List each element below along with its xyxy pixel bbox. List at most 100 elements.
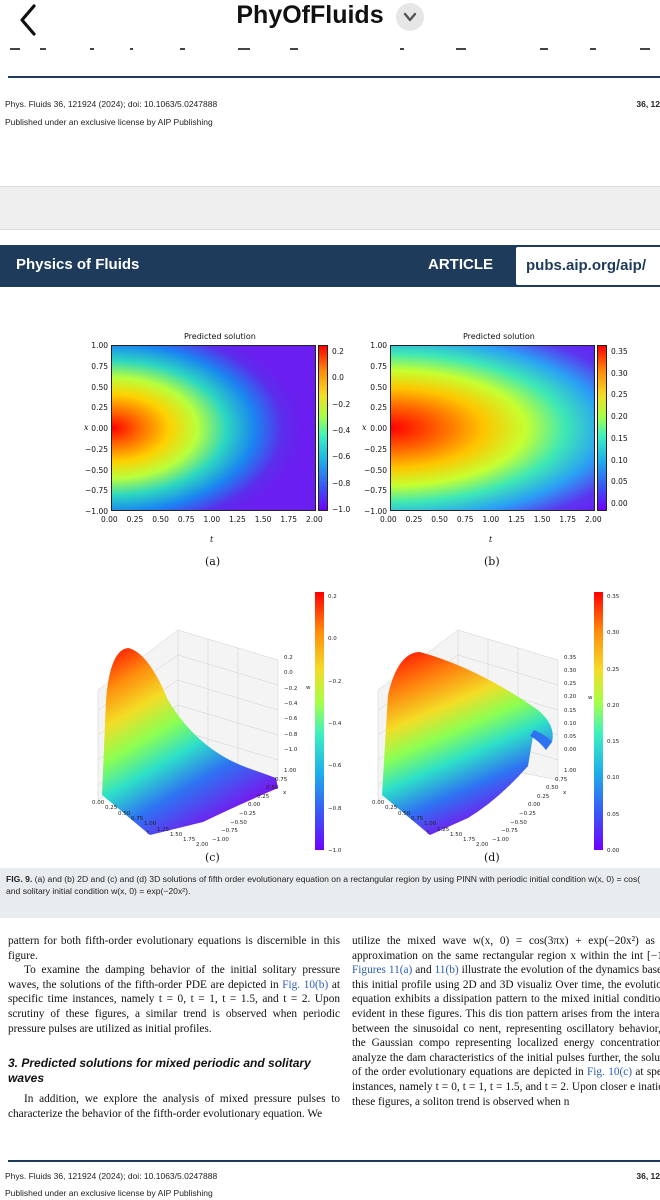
t-tick-label: 1.00	[144, 821, 157, 828]
z-tick-label: −0.2	[284, 685, 298, 692]
section-heading: 3. Predicted solutions for mixed periodi…	[8, 1056, 311, 1086]
z-tick-label: 0.2	[284, 655, 293, 661]
y-tick-label: −0.25	[364, 444, 387, 454]
x-tick-label: 0.25	[126, 515, 144, 524]
cbar-tick-label: −0.2	[328, 678, 342, 685]
page-number: 36, 12	[636, 99, 660, 109]
surface-plot-d	[377, 629, 559, 835]
colorbar-b	[597, 345, 607, 511]
caption-line-2: and solitary initial condition w(x, 0) =…	[6, 886, 191, 896]
cbar-tick-label: 0.15	[611, 433, 628, 443]
t-axis-label-d: t	[427, 830, 430, 836]
surface-plot-c	[97, 629, 279, 835]
paragraph: pattern for both fifth-order evolutionar…	[8, 935, 340, 962]
y-tick-label: 0.50	[370, 382, 387, 392]
nav-title: PhyOfFluids	[236, 1, 384, 29]
figure-link[interactable]: 11(b)	[434, 964, 459, 977]
right-text-column: utilize the mixed wave w(x, 0) = cos(3πx…	[352, 934, 660, 1109]
cbar-tick-label: −0.2	[332, 399, 351, 409]
journal-url[interactable]: pubs.aip.org/aip/	[526, 257, 647, 274]
x-tick-label: 2.00	[585, 515, 602, 524]
page-gap	[0, 186, 660, 230]
cbar-tick-label: 0.0	[332, 373, 344, 383]
z-axis-label-d: w	[588, 695, 593, 701]
journal-header: Physics of Fluids ARTICLE pubs.aip.org/a…	[0, 245, 660, 287]
caption-text: (a) and (b) 2D and (c) and (d) 3D soluti…	[32, 874, 641, 884]
x-tick-label: 1.25	[229, 515, 246, 524]
x-axis-label-b: t	[489, 535, 493, 544]
cbar-tick-label: 0.05	[611, 477, 628, 487]
cbar-tick-label: −0.4	[332, 426, 351, 435]
z-tick-label: 0.05	[564, 733, 577, 740]
panel-b-label: (b)	[484, 555, 500, 568]
z-tick-label: −0.6	[284, 716, 298, 723]
t-axis-label-c: t	[147, 830, 150, 836]
z-tick-label: 0.15	[564, 707, 577, 714]
x-tick-label: −0.50	[510, 819, 527, 826]
x-axis-label-d: x	[563, 790, 567, 796]
x-tick-label: 0.50	[431, 515, 448, 524]
cbar-tick-label: 0.35	[611, 347, 628, 356]
cbar-tick-label: −0.6	[328, 763, 342, 770]
heatmap-b	[390, 345, 595, 511]
x-tick-label: 0.50	[546, 785, 559, 792]
cbar-tick-label: −1.0	[332, 505, 351, 514]
title-dropdown-button[interactable]	[396, 3, 424, 31]
x-axis-label-c: x	[283, 790, 287, 796]
figure-link[interactable]: Fig. 10(c)	[586, 1066, 633, 1079]
cbar-tick-label: −0.8	[332, 478, 351, 488]
cbar-tick-label: 0.20	[611, 412, 628, 422]
t-tick-label: 2.00	[476, 842, 489, 849]
cbar-tick-label: 0.25	[607, 666, 620, 673]
back-button[interactable]	[14, 2, 44, 38]
x-tick-label: 0.00	[528, 802, 541, 809]
t-tick-label: 1.50	[170, 831, 183, 838]
x-axis-label-a: t	[210, 535, 214, 544]
z-tick-label: −0.8	[284, 731, 298, 738]
figure-link[interactable]: Fig. 10(b)	[282, 978, 329, 991]
article-type-label: ARTICLE	[428, 256, 493, 273]
bottom-rule	[8, 1160, 660, 1162]
page-number-bottom: 36, 12	[636, 1171, 660, 1181]
t-tick-label: 0.75	[411, 815, 424, 822]
citation-line: Phys. Fluids 36, 121924 (2024); doi: 10.…	[5, 99, 218, 109]
y-tick-label: −0.50	[85, 465, 108, 475]
y-tick-label: −0.75	[85, 486, 108, 496]
cbar-tick-label: 0.0	[328, 636, 337, 643]
x-tick-label: 1.75	[280, 515, 298, 524]
cbar-tick-label: 0.20	[607, 702, 620, 709]
x-tick-label: 1.25	[508, 515, 525, 524]
y-axis-label-a: x	[84, 423, 89, 432]
cbar-tick-label: 0.15	[607, 739, 620, 746]
t-tick-label: 1.75	[183, 837, 196, 844]
license-line: Published under an exclusive license by …	[5, 117, 213, 127]
cbar-tick-label: 0.25	[611, 390, 628, 400]
y-tick-label: 0.75	[91, 361, 108, 371]
x-tick-label: 0.25	[257, 793, 270, 800]
x-tick-label: 1.75	[559, 515, 577, 524]
z-tick-label: −1.0	[284, 747, 298, 753]
y-tick-label: −0.75	[364, 486, 387, 496]
journal-url-box[interactable]: pubs.aip.org/aip/	[516, 247, 660, 285]
y-axis-label-b: x	[362, 423, 367, 432]
figure-link[interactable]: Figures 11(a)	[352, 964, 413, 977]
t-tick-label: 0.75	[131, 815, 144, 822]
chevron-left-icon	[20, 4, 36, 36]
x-tick-label: −1.00	[212, 836, 229, 843]
y-tick-label: 0.50	[91, 382, 108, 392]
cbar-tick-label: 0.05	[607, 811, 620, 818]
panel-a-title: Predicted solution	[184, 332, 256, 341]
panel-d-label: (d)	[484, 851, 500, 864]
chevron-down-icon	[403, 12, 417, 22]
y-tick-label: 0.00	[91, 424, 108, 433]
x-tick-label: 0.75	[177, 515, 195, 524]
x-tick-label: 1.00	[482, 515, 500, 524]
y-tick-label: −1.00	[364, 507, 387, 516]
cbar-tick-label: −0.4	[328, 721, 342, 727]
figure-caption: FIG. 9. (a) and (b) 2D and (c) and (d) 3…	[6, 873, 660, 897]
x-tick-label: −1.00	[492, 836, 509, 843]
top-nav-bar: PhyOfFluids	[0, 0, 660, 40]
t-tick-label: 0.50	[398, 810, 411, 817]
cbar-tick-label: 0.30	[607, 630, 620, 637]
left-text-column: pattern for both fifth-order evolutionar…	[8, 934, 340, 1121]
